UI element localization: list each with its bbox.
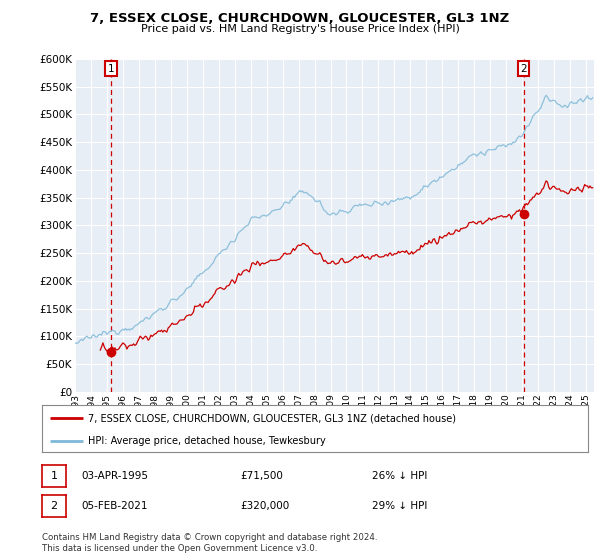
- Text: 2: 2: [520, 64, 527, 74]
- Text: 29% ↓ HPI: 29% ↓ HPI: [372, 501, 427, 511]
- Text: 05-FEB-2021: 05-FEB-2021: [81, 501, 148, 511]
- Text: 03-APR-1995: 03-APR-1995: [81, 471, 148, 481]
- Text: 26% ↓ HPI: 26% ↓ HPI: [372, 471, 427, 481]
- Text: Price paid vs. HM Land Registry's House Price Index (HPI): Price paid vs. HM Land Registry's House …: [140, 24, 460, 34]
- Text: £71,500: £71,500: [240, 471, 283, 481]
- Text: HPI: Average price, detached house, Tewkesbury: HPI: Average price, detached house, Tewk…: [88, 436, 326, 446]
- Text: 1: 1: [50, 471, 58, 481]
- Text: Contains HM Land Registry data © Crown copyright and database right 2024.
This d: Contains HM Land Registry data © Crown c…: [42, 533, 377, 553]
- Text: 2: 2: [50, 501, 58, 511]
- Text: 7, ESSEX CLOSE, CHURCHDOWN, GLOUCESTER, GL3 1NZ: 7, ESSEX CLOSE, CHURCHDOWN, GLOUCESTER, …: [91, 12, 509, 25]
- Text: 7, ESSEX CLOSE, CHURCHDOWN, GLOUCESTER, GL3 1NZ (detached house): 7, ESSEX CLOSE, CHURCHDOWN, GLOUCESTER, …: [88, 413, 457, 423]
- Text: £320,000: £320,000: [240, 501, 289, 511]
- Text: 1: 1: [107, 64, 114, 74]
